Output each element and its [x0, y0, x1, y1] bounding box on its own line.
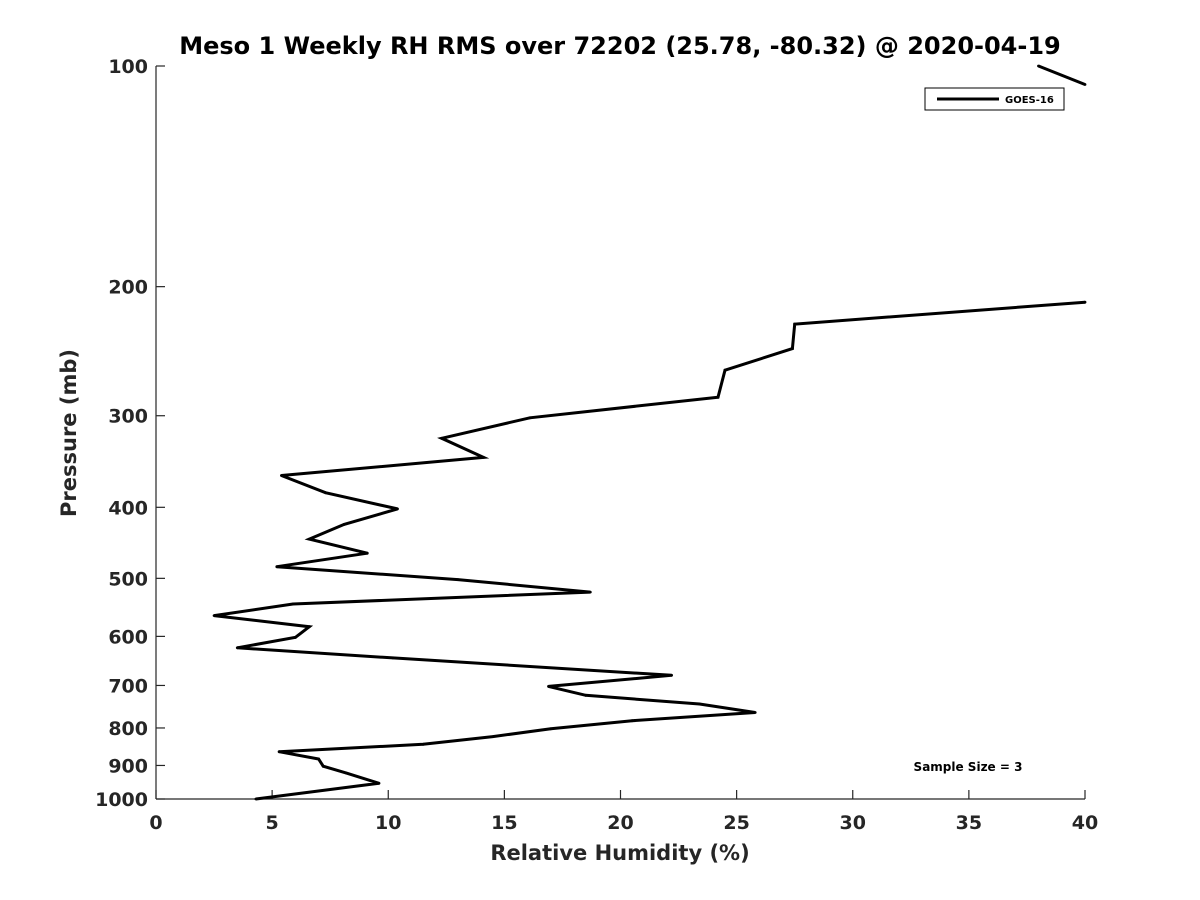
- data-point: [421, 742, 425, 746]
- data-point: [342, 523, 346, 526]
- data-point: [307, 625, 311, 629]
- x-tick-label: 0: [149, 812, 162, 834]
- data-point: [377, 781, 381, 785]
- data-point: [528, 416, 532, 420]
- y-axis-ticks: 100 200 300 400 500 600 700 800 900 1000: [95, 56, 165, 811]
- y-tick-label: 500: [108, 568, 148, 590]
- data-point: [588, 590, 592, 594]
- data-point: [324, 491, 327, 495]
- data-point: [698, 702, 701, 706]
- y-axis-label: Pressure (mb): [57, 349, 81, 517]
- data-point: [345, 771, 348, 775]
- data-point: [491, 735, 495, 738]
- y-tick-label: 200: [108, 277, 148, 299]
- y-tick-label: 700: [108, 675, 148, 697]
- chart-title: Meso 1 Weekly RH RMS over 72202 (25.78, …: [179, 32, 1061, 60]
- data-point: [716, 395, 720, 399]
- series-line-segment: [1037, 64, 1086, 86]
- legend: GOES-16: [924, 87, 1065, 111]
- series-goes-16: [212, 64, 1087, 801]
- data-point: [547, 685, 550, 688]
- data-point: [277, 750, 281, 754]
- data-point: [391, 656, 395, 660]
- data-point: [321, 764, 325, 768]
- data-point: [317, 757, 320, 761]
- data-point: [1037, 64, 1040, 68]
- y-tick-label: 1000: [95, 789, 148, 811]
- data-point: [793, 322, 797, 326]
- data-point: [365, 551, 369, 555]
- data-point: [584, 693, 588, 697]
- data-point: [1083, 300, 1087, 304]
- x-tick-label: 30: [840, 812, 866, 834]
- y-tick-label: 400: [108, 497, 148, 519]
- data-point: [670, 673, 673, 677]
- data-point: [1083, 83, 1087, 86]
- data-point: [630, 719, 634, 723]
- data-point: [275, 565, 279, 569]
- x-tick-label: 15: [491, 812, 517, 834]
- data-point: [291, 602, 295, 606]
- data-point: [482, 456, 485, 459]
- data-point: [791, 347, 794, 350]
- x-tick-label: 25: [723, 812, 749, 834]
- data-point: [440, 436, 444, 440]
- x-tick-label: 20: [607, 812, 633, 834]
- data-point: [549, 727, 553, 731]
- data-point: [396, 507, 399, 511]
- data-point: [212, 614, 216, 617]
- series-line-segment: [213, 300, 1086, 801]
- data-point: [235, 646, 239, 650]
- data-point: [294, 636, 297, 639]
- data-point: [280, 474, 283, 477]
- x-tick-label: 10: [375, 812, 401, 834]
- x-tick-label: 5: [266, 812, 279, 834]
- data-point: [456, 578, 460, 581]
- data-point: [723, 368, 727, 372]
- y-tick-label: 800: [108, 718, 148, 740]
- data-point: [254, 797, 258, 801]
- y-tick-label: 300: [108, 406, 148, 428]
- y-tick-label: 600: [108, 626, 148, 648]
- y-tick-label: 100: [108, 56, 148, 78]
- x-axis-ticks: 0 5 10 15 20 25 30 35 40: [149, 790, 1098, 834]
- y-tick-label: 900: [108, 755, 148, 777]
- x-tick-label: 40: [1072, 812, 1098, 834]
- x-tick-label: 35: [956, 812, 982, 834]
- x-axis-label: Relative Humidity (%): [490, 841, 749, 865]
- sample-size-annotation: Sample Size = 3: [914, 760, 1023, 774]
- data-point: [753, 711, 757, 714]
- data-point: [307, 537, 311, 541]
- legend-entry-goes-16: GOES-16: [1005, 95, 1054, 106]
